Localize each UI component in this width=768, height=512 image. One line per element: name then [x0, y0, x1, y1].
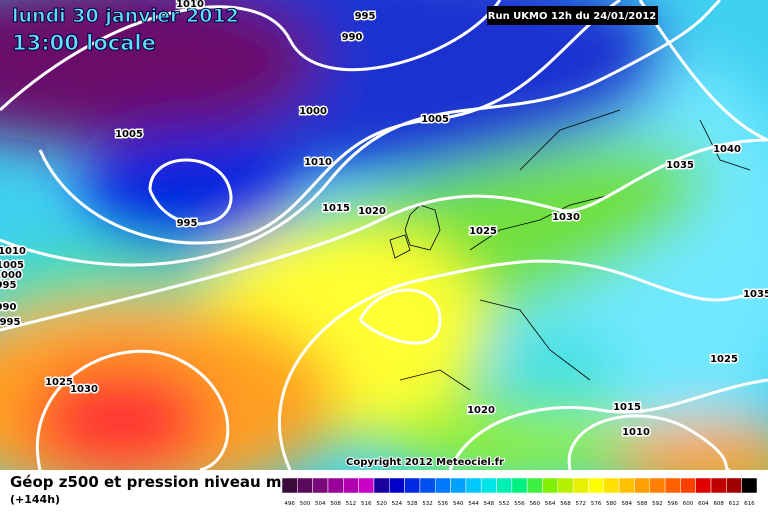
legend-label: 496 [284, 501, 295, 507]
legend-label: 600 [683, 501, 694, 507]
legend-label: 508 [330, 501, 341, 507]
isobar-label: 1000 [0, 270, 22, 281]
isobar-label: 1035 [743, 289, 768, 300]
isobar-label: 1035 [666, 160, 694, 171]
legend-swatch [496, 477, 513, 494]
isobar-label: 1000 [299, 106, 327, 117]
legend-label: 572 [576, 501, 587, 507]
legend-label: 584 [622, 501, 633, 507]
legend-swatch [741, 477, 758, 494]
legend-swatch [542, 477, 559, 494]
isobar-label: 990 [342, 32, 363, 43]
isobar-label: 995 [355, 11, 376, 22]
legend-swatch [695, 477, 712, 494]
legend-label: 548 [484, 501, 495, 507]
legend-swatch [634, 477, 650, 494]
footer-lead: (+144h) [10, 493, 60, 506]
isobar-label: 1010 [176, 0, 204, 10]
isobar-label: 995 [0, 317, 20, 328]
legend-swatch [404, 477, 421, 494]
legend-swatch [603, 477, 620, 494]
isobar-label: 1005 [421, 114, 449, 125]
legend-label: 564 [545, 501, 556, 507]
legend-label: 552 [499, 501, 510, 507]
legend-label: 560 [530, 501, 541, 507]
legend-label: 580 [606, 501, 617, 507]
isobar-label: 1015 [613, 402, 641, 413]
legend-swatch [511, 477, 528, 494]
legend-swatch [434, 477, 451, 494]
isobar-label: 1020 [467, 405, 495, 416]
legend-swatch [465, 477, 482, 494]
legend-label: 596 [667, 501, 678, 507]
legend-swatch [710, 477, 727, 494]
legend-swatch [312, 477, 329, 494]
legend-label: 608 [713, 501, 724, 507]
isobar-label: 990 [0, 302, 16, 313]
legend-swatch [664, 477, 681, 494]
legend-swatch [726, 477, 742, 494]
legend-label: 604 [698, 501, 709, 507]
isobar-label: 1025 [469, 226, 497, 237]
legend-swatch [572, 477, 589, 494]
legend-swatch [297, 477, 313, 494]
legend-swatch [373, 477, 390, 494]
legend-label: 568 [560, 501, 571, 507]
legend-label: 516 [361, 501, 372, 507]
legend-label: 612 [729, 501, 740, 507]
legend-label: 532 [422, 501, 433, 507]
legend-swatch [450, 477, 467, 494]
legend-swatch [557, 477, 574, 494]
footer-title: Géop z500 et pression niveau mer [10, 473, 300, 491]
legend-label: 556 [514, 501, 525, 507]
isobar-label: 1015 [322, 203, 350, 214]
isobar-label: 1030 [552, 212, 580, 223]
isobar-label: 1010 [0, 246, 26, 257]
legend-label: 500 [300, 501, 311, 507]
legend-swatch [327, 477, 344, 494]
legend-swatch [680, 477, 696, 494]
map-time: 13:00 locale [12, 31, 156, 55]
legend-label: 592 [652, 501, 663, 507]
legend-label: 504 [315, 501, 326, 507]
isobar-label: 995 [0, 280, 16, 291]
isobar-label: 1025 [45, 377, 73, 388]
legend-label: 616 [744, 501, 755, 507]
legend-label: 528 [407, 501, 418, 507]
legend-label: 520 [376, 501, 387, 507]
legend-swatch [358, 477, 375, 494]
legend-label: 524 [392, 501, 403, 507]
isobar-label: 1010 [622, 427, 650, 438]
map-date: lundi 30 janvier 2012 [12, 5, 239, 27]
legend-label: 512 [346, 501, 357, 507]
legend-swatch [389, 477, 405, 494]
isobar-label: 1040 [713, 144, 741, 155]
isobar-label: 995 [177, 218, 198, 229]
legend-swatch [343, 477, 359, 494]
legend-swatch [480, 477, 497, 494]
isobar-label: 1005 [115, 129, 143, 140]
legend-swatch [419, 477, 436, 494]
legend-label: 544 [468, 501, 479, 507]
legend-swatch [649, 477, 666, 494]
isobar-label: 1020 [358, 206, 386, 217]
isobar-label: 1005 [0, 260, 24, 271]
legend-swatch [618, 477, 635, 494]
isobar-label: 1025 [710, 354, 738, 365]
legend-swatch [281, 477, 298, 494]
run-info: Run UKMO 12h du 24/01/2012 [488, 11, 657, 22]
legend-label: 540 [453, 501, 464, 507]
run-box [487, 6, 658, 25]
legend-swatch [526, 477, 543, 494]
legend-swatch [588, 477, 605, 494]
copyright: Copyright 2012 Meteociel.fr [346, 457, 504, 468]
legend-label: 536 [438, 501, 449, 507]
field [0, 0, 768, 470]
isobar-label: 1030 [70, 384, 98, 395]
isobar-label: 1010 [304, 157, 332, 168]
legend-label: 588 [637, 501, 648, 507]
legend-label: 576 [591, 501, 602, 507]
